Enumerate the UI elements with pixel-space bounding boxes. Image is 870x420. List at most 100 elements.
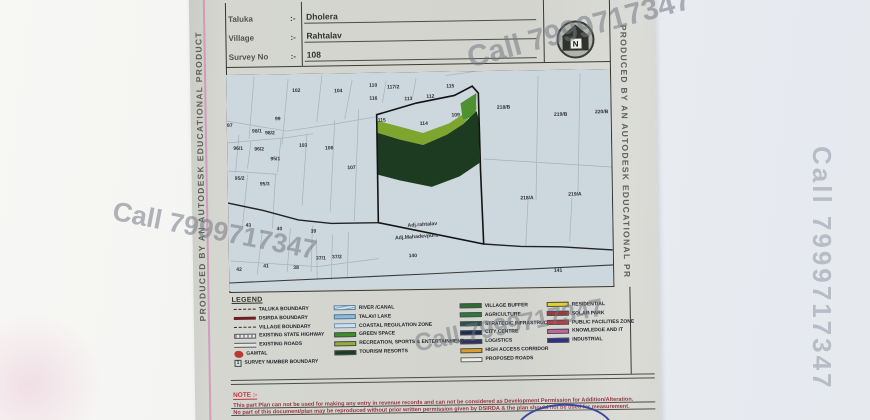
legend-swatch-numbox-icon: 1	[234, 359, 242, 367]
legend-entry: LOGISTICS	[460, 337, 561, 344]
legend-entry-label: EXISTING STATE HIGHWAY	[259, 331, 325, 339]
legend-entry: PROPOSED ROADS	[460, 355, 561, 362]
parcel-number-label: 99	[274, 116, 281, 123]
parcel-number-label: 115	[377, 117, 386, 124]
parcel-number-label: 96/1	[233, 145, 244, 152]
legend-entry-label: LOGISTICS	[485, 337, 513, 345]
legend-entry-label: GREEN SPACE	[359, 330, 396, 338]
parcel-number-label: 107	[347, 165, 356, 172]
parcel-number-label: 115	[446, 83, 455, 90]
legend-swatch-fill-icon	[334, 349, 357, 356]
legend-entry: RECREATION, SPORTS & ENTERTAINMENT	[334, 339, 464, 347]
survey-map-drawing	[226, 68, 614, 292]
survey-form: Taluka :- Dholera Village :- Rahtalav Su…	[228, 1, 537, 63]
legend-entry: HIGH ACCESS CORRIDOR	[460, 346, 561, 353]
legend-swatch-fill-icon	[459, 303, 482, 309]
parcel-number-label: 106	[324, 145, 334, 152]
legend-entry-label: AGRICULTURE	[484, 311, 521, 318]
north-arrow-letter: N	[568, 37, 583, 50]
parcel-number-label: 95/3	[259, 181, 270, 188]
south-road-line	[229, 264, 614, 284]
legend-entry: 1 SURVEY NUMBER BOUNDARY	[234, 358, 324, 367]
legend-entry: EXISTING STATE HIGHWAY	[234, 332, 324, 339]
legend-entry: VILLAGE BOUNDARY	[233, 323, 324, 331]
zone-tourism-resorts	[376, 111, 480, 187]
parcel-number-label: 141	[553, 267, 563, 274]
legend-entry: SOLAR PARK	[546, 309, 634, 317]
legend-swatch-fill-icon	[460, 329, 483, 336]
legend-swatch-fill-icon	[546, 301, 569, 308]
legend-column: TALUKA BOUNDARY DSIRDA BOUNDARY VILLAGE BO…	[233, 305, 325, 370]
legend-entry: RESIDENTIAL	[546, 301, 634, 308]
parcel-number-label: 113	[404, 96, 413, 103]
legend-entry: RIVER /CANAL	[333, 303, 464, 311]
legend-swatch-fill-icon	[334, 340, 357, 347]
legend-entry-label: VILLAGE BOUNDARY	[258, 323, 311, 331]
legend-entry: INDUSTRIAL	[547, 336, 634, 343]
legend-entry-label: SURVEY NUMBER BOUNDARY	[244, 358, 319, 366]
scan-corner-tint	[0, 310, 100, 420]
legend-swatch-fill-icon	[460, 338, 483, 345]
legend-swatch-fill-icon	[546, 310, 569, 317]
parcel-number-label: 116	[369, 95, 378, 102]
survey-map: 102 104 110 117/2 115 116 113 112 99 115 114 109 218…	[226, 68, 614, 292]
legend-entry: VILLAGE BUFFER	[459, 302, 561, 309]
survey-no-separator: :-	[290, 51, 297, 62]
legend-entry: GAMTAL	[234, 350, 324, 358]
zone-green-space-notch	[460, 93, 477, 120]
parcel-number-label: 220/B	[594, 109, 609, 116]
legend-swatch-fill-icon	[460, 347, 483, 354]
legend-entry-label: PUBLIC FACILITIES ZONE	[571, 318, 635, 326]
parcel-number-label: 39	[310, 228, 317, 235]
parcel-number-label: 37/1	[315, 255, 326, 262]
legend-entry-label: HIGH ACCESS CORRIDOR	[485, 346, 549, 354]
legend-swatch-highway-icon	[234, 333, 257, 339]
north-arrow-roof	[561, 24, 590, 37]
legend-swatch-solid-icon	[233, 316, 256, 321]
adjacent-village-label: Adj.rahtalav	[407, 220, 438, 229]
parcel-number-label: 102	[292, 87, 301, 94]
legend: LEGEND TALUKA BOUNDARY DSIRDA BOUNDARY VIL…	[231, 291, 634, 379]
village-separator: :-	[290, 32, 296, 43]
legend-entry-label: TALAV/ LAKE	[358, 313, 392, 320]
parcel-number-label: 43	[245, 222, 252, 229]
parcel-number-label: 98/1	[251, 128, 262, 135]
legend-entry: PUBLIC FACILITIES ZONE	[546, 318, 635, 326]
legend-entry: STRATEGIC INFRASTRUCTURE	[459, 319, 561, 327]
parcel-number-label: 218/B	[496, 104, 511, 111]
legend-entry-label: RIVER /CANAL	[358, 304, 395, 311]
legend-entry-label: TALUKA BOUNDARY	[258, 305, 309, 313]
legend-entry: TALUKA BOUNDARY	[233, 305, 324, 313]
legend-swatch-fill-icon	[547, 337, 570, 343]
parcel-number-label: 38	[293, 264, 299, 271]
legend-entry: COASTAL REGULATION ZONE	[333, 321, 464, 329]
legend-entry-label: SOLAR PARK	[571, 309, 605, 317]
taluka-label: Taluka	[228, 14, 253, 24]
legend-swatch-dashdot-icon	[233, 308, 256, 311]
legend-swatch-gamtal-icon	[234, 350, 244, 358]
legend-entry-label: RECREATION, SPORTS & ENTERTAINMENT	[359, 338, 465, 347]
adjacent-village-label: Adj.Mahadevpura	[394, 232, 439, 242]
parcel-number-label: 41	[263, 263, 269, 270]
legend-swatch-fill-icon	[546, 319, 569, 326]
parcel-number-label: 117/2	[387, 84, 400, 91]
legend-entry: EXISTING ROADS	[234, 341, 324, 348]
legend-column: RESIDENTIAL SOLAR PARK PUBLIC FACILITIES Z…	[546, 301, 635, 347]
parcel-number-label: 218/A	[520, 195, 534, 202]
legend-entry: DSIRDA BOUNDARY	[233, 314, 324, 321]
village-label: Village	[228, 33, 255, 43]
legend-columns: TALUKA BOUNDARY DSIRDA BOUNDARY VILLAGE BO…	[232, 301, 634, 379]
legend-entry: GREEN SPACE	[334, 330, 464, 338]
legend-entry-label: GAMTAL	[246, 350, 268, 357]
legend-swatch-lake-icon	[333, 314, 356, 320]
parcel-number-label: 219/A	[568, 191, 582, 198]
parcel-number-label: 103	[298, 142, 308, 149]
legend-swatch-fill-icon	[334, 331, 357, 338]
parcel-number-label: 114	[419, 120, 428, 127]
legend-entry-label: CITY CENTRE	[485, 328, 519, 336]
legend-swatch-road-icon	[234, 342, 257, 348]
legend-swatch-crz-icon	[333, 323, 357, 329]
parcel-number-label: 98/2	[265, 130, 275, 137]
legend-entry-label: COASTAL REGULATION ZONE	[358, 321, 433, 329]
